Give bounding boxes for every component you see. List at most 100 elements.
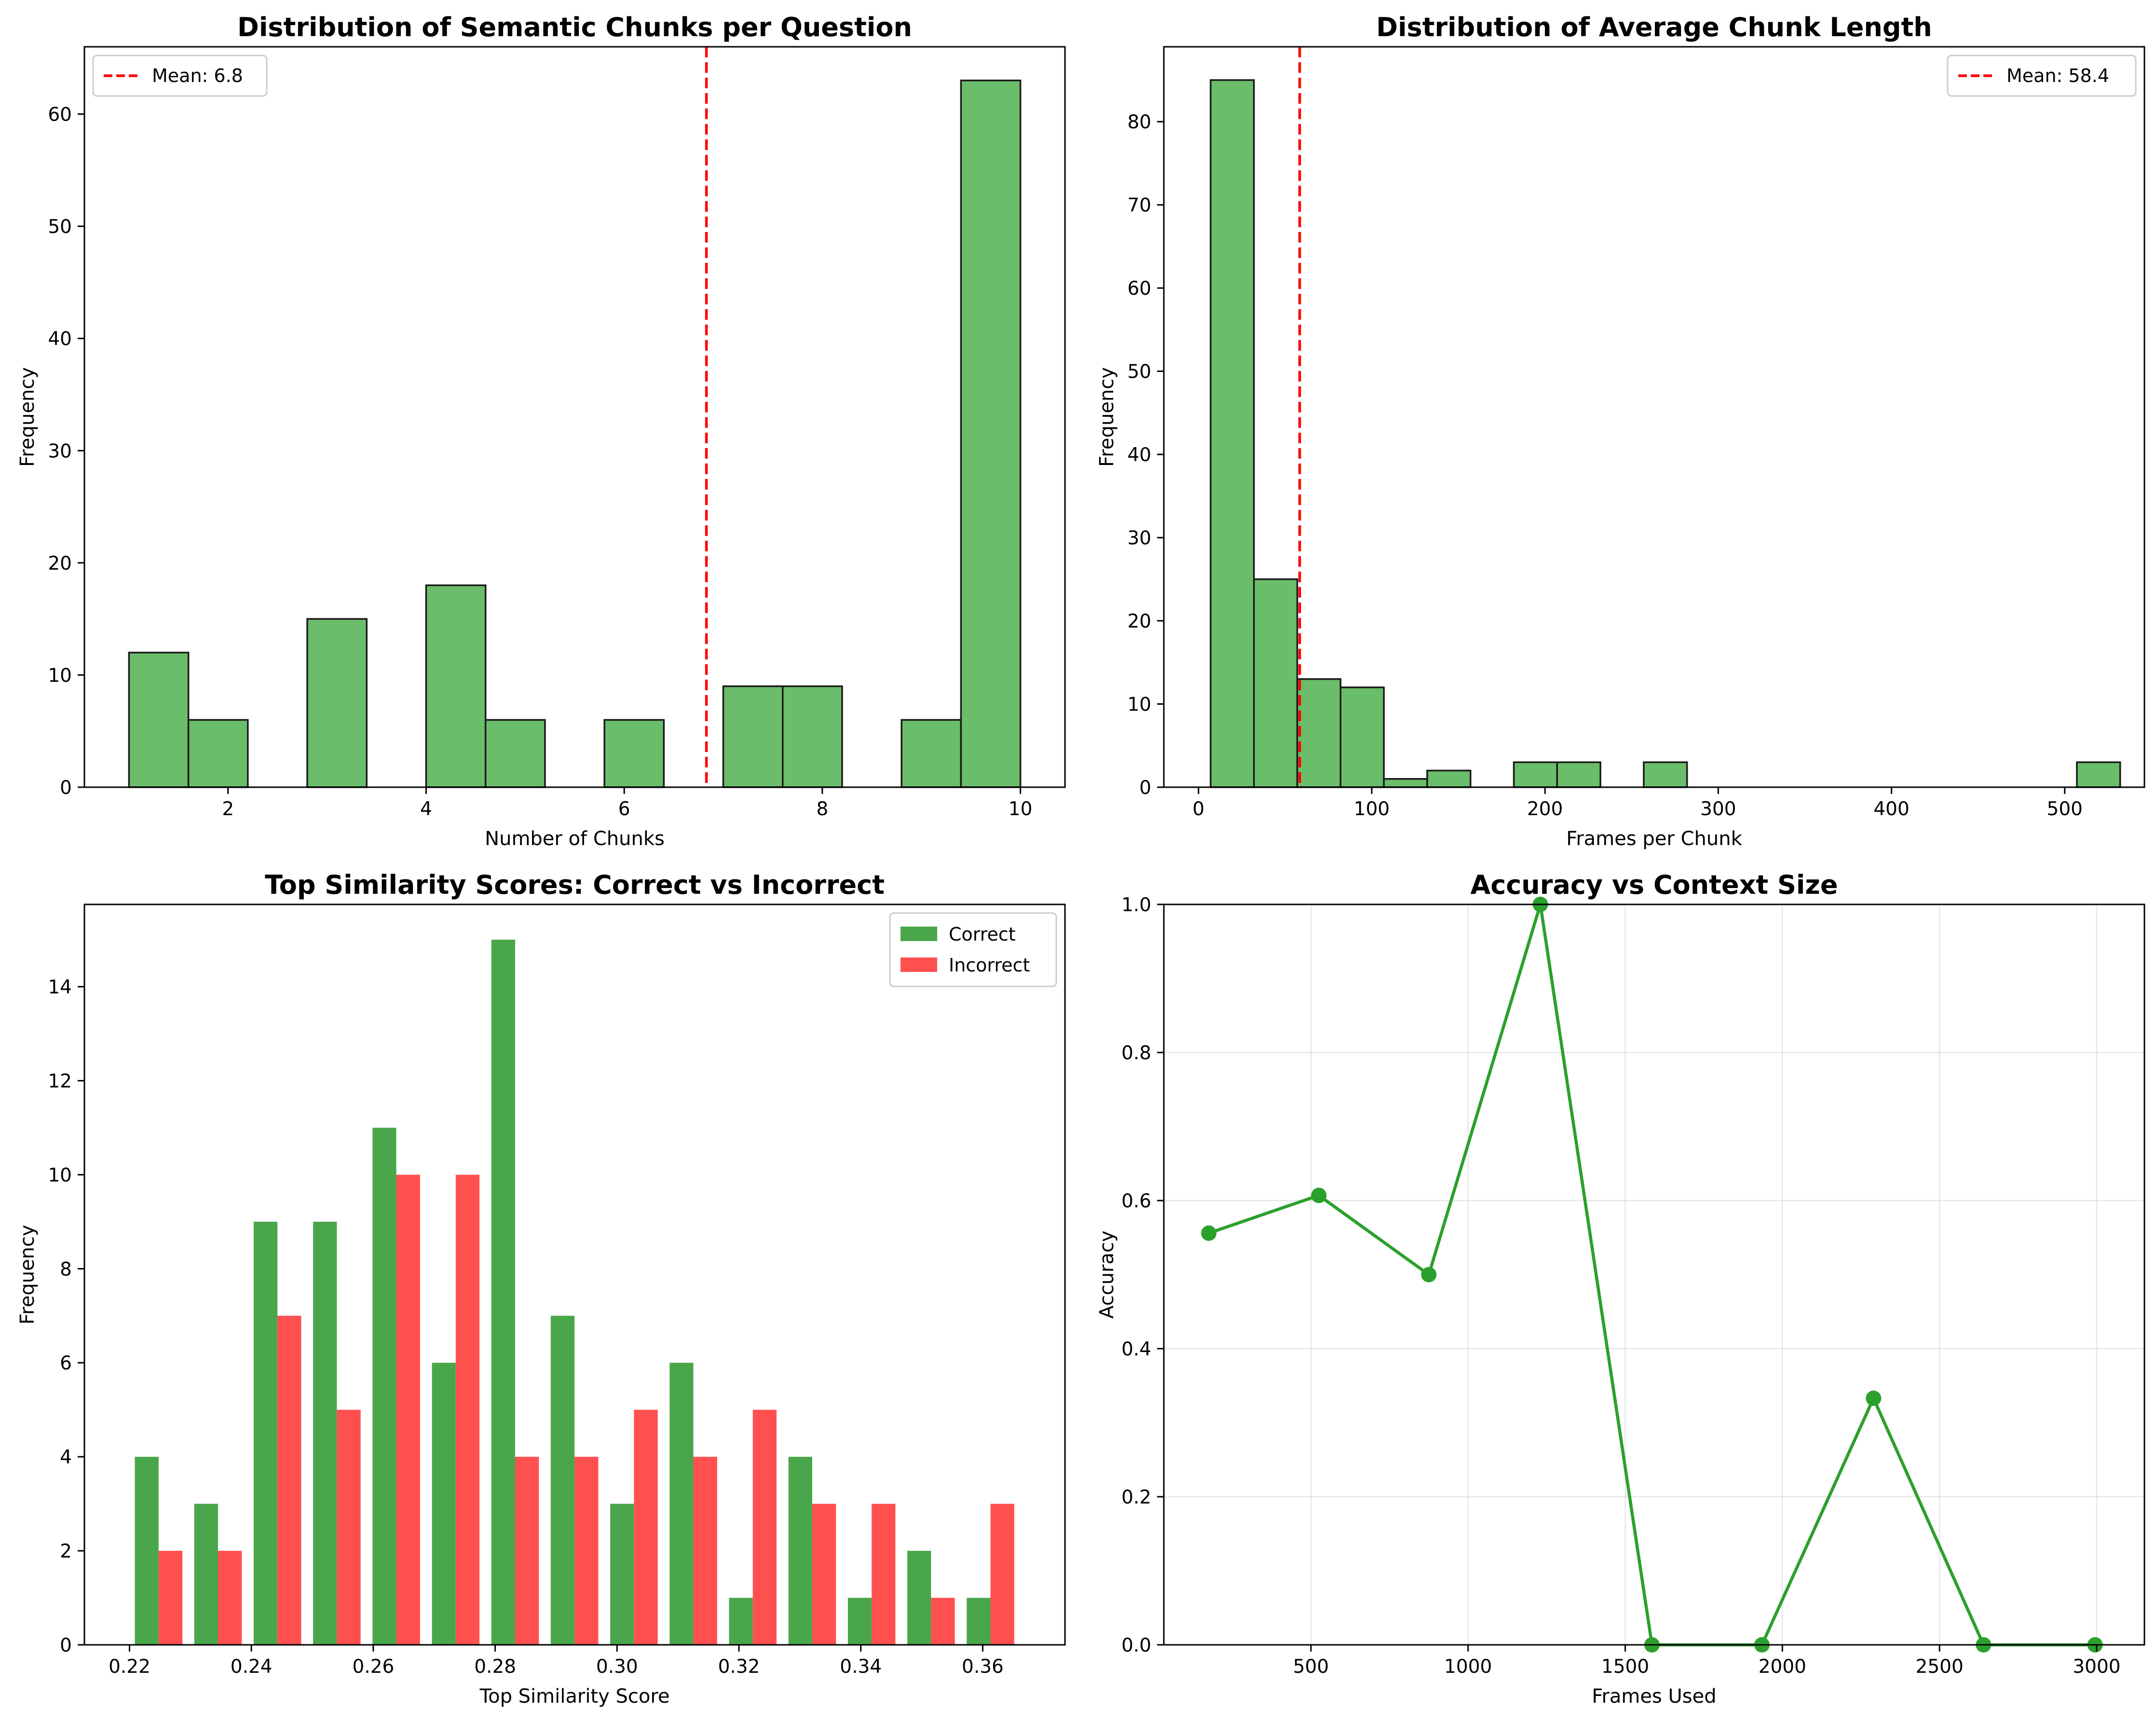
bar-correct: [491, 940, 515, 1645]
x-tick-label: 0.32: [718, 1656, 760, 1678]
y-tick-label: 60: [1127, 278, 1151, 300]
histogram-bar: [722, 685, 784, 788]
y-tick-label: 14: [48, 977, 72, 998]
x-tick-label: 0.36: [962, 1656, 1004, 1678]
y-tick-label: 0: [1139, 777, 1151, 799]
bar-correct: [907, 1551, 931, 1645]
x-tick-label: 200: [1527, 798, 1563, 820]
axes-frame: [1163, 46, 2145, 788]
histogram-bar: [1556, 761, 1601, 788]
x-tick-label: 8: [816, 798, 828, 820]
x-tick-label: 4: [420, 798, 432, 820]
x-tick-label: 3000: [2073, 1656, 2120, 1678]
histogram-bar: [781, 685, 843, 788]
histogram-bar: [1253, 578, 1298, 788]
x-tick-label: 0.34: [840, 1656, 882, 1678]
legend-box: [1947, 55, 2137, 97]
y-tick-label: 6: [60, 1353, 72, 1374]
axes-frame: [83, 903, 1066, 1646]
bar-incorrect: [218, 1551, 242, 1645]
legend: Mean: 58.4: [1947, 55, 2137, 97]
bar-correct: [729, 1598, 753, 1645]
histogram-bar: [1513, 761, 1558, 788]
bar-incorrect: [931, 1598, 955, 1645]
legend-box: [92, 55, 268, 97]
x-tick-label: 2000: [1759, 1656, 1806, 1678]
y-axis-label: Frequency: [1096, 367, 1118, 467]
bar-incorrect: [158, 1551, 183, 1645]
y-tick-label: 0.6: [1121, 1190, 1151, 1212]
legend: Mean: 6.8: [92, 55, 268, 97]
y-tick-label: 40: [1127, 444, 1151, 466]
bar-correct: [847, 1598, 872, 1645]
x-tick-label: 0.22: [109, 1656, 150, 1678]
y-tick-label: 0: [60, 777, 72, 799]
legend-label: Incorrect: [949, 955, 1030, 976]
bar-incorrect: [634, 1409, 658, 1645]
y-tick-label: 60: [48, 104, 72, 126]
y-tick-label: 2: [60, 1541, 72, 1562]
y-tick-label: 0.2: [1121, 1487, 1151, 1508]
x-axis-label: Frames per Chunk: [1566, 828, 1742, 850]
y-tick-label: 20: [48, 553, 72, 574]
histogram-bar: [425, 584, 487, 788]
axes-frame: [83, 46, 1066, 788]
x-tick-label: 400: [1873, 798, 1909, 820]
x-axis-label: Frames Used: [1592, 1685, 1716, 1708]
bar-correct: [135, 1457, 159, 1645]
chart-title: Distribution of Semantic Chunks per Ques…: [237, 12, 912, 42]
data-point: [1866, 1390, 1882, 1406]
data-point: [1201, 1225, 1217, 1241]
y-tick-label: 80: [1127, 111, 1151, 133]
bar-correct: [372, 1127, 396, 1645]
legend-swatch-incorrect: [901, 957, 937, 972]
y-axis-label: Accuracy: [1096, 1230, 1118, 1319]
chart-panel-4: 500 1000 1500 2000 2500 3000 0.0 0.2 0.4 0.6 0.8 1.…: [1096, 870, 2145, 1708]
data-point: [1421, 1267, 1437, 1283]
x-tick-label: 500: [1293, 1656, 1329, 1678]
histogram-bar: [1643, 761, 1688, 788]
x-tick-label: 1500: [1601, 1656, 1649, 1678]
bar-incorrect: [812, 1503, 836, 1645]
y-tick-label: 40: [48, 328, 72, 350]
legend: Correct Incorrect: [889, 912, 1057, 987]
x-tick-label: 0.26: [352, 1656, 394, 1678]
bar-correct: [313, 1221, 337, 1645]
y-tick-label: 20: [1127, 611, 1151, 632]
x-tick-label: 500: [2047, 798, 2083, 820]
bar-incorrect: [396, 1175, 420, 1645]
x-tick-label: 10: [1009, 798, 1033, 820]
x-axis-label: Number of Chunks: [485, 828, 665, 850]
y-tick-label: 0.4: [1121, 1339, 1151, 1360]
bar-correct: [550, 1315, 575, 1645]
y-tick-label: 50: [48, 216, 72, 238]
x-tick-label: 0.30: [596, 1656, 638, 1678]
legend-label: Mean: 6.8: [152, 65, 243, 86]
y-tick-label: 1.0: [1121, 894, 1151, 916]
y-tick-label: 10: [48, 1164, 72, 1186]
legend-label: Correct: [949, 924, 1016, 945]
y-tick-label: 0: [60, 1635, 72, 1656]
bar-correct: [669, 1363, 694, 1645]
bar-incorrect: [337, 1409, 361, 1645]
bar-incorrect: [990, 1503, 1014, 1645]
data-point: [1311, 1188, 1327, 1203]
bar-correct: [253, 1221, 278, 1645]
accuracy-line: [1208, 902, 2095, 1647]
x-tick-label: 1000: [1444, 1656, 1492, 1678]
bar-incorrect: [455, 1175, 480, 1645]
chart-panel-1: 2 4 6 8 10 0 10 20 30 40 50 60 Distribution of Seman…: [16, 12, 1066, 850]
y-tick-label: 30: [48, 440, 72, 462]
axes-frame: [1163, 903, 2145, 1646]
y-axis-label: Frequency: [16, 367, 39, 467]
x-tick-label: 0.28: [474, 1656, 516, 1678]
histogram-bar: [1339, 686, 1385, 788]
histogram-bar: [306, 618, 368, 788]
bar-incorrect: [872, 1503, 896, 1645]
y-tick-label: 10: [1127, 694, 1151, 716]
bar-incorrect: [693, 1457, 717, 1645]
y-tick-label: 30: [1127, 528, 1151, 549]
bar-correct: [194, 1503, 218, 1645]
bar-incorrect: [515, 1457, 539, 1645]
